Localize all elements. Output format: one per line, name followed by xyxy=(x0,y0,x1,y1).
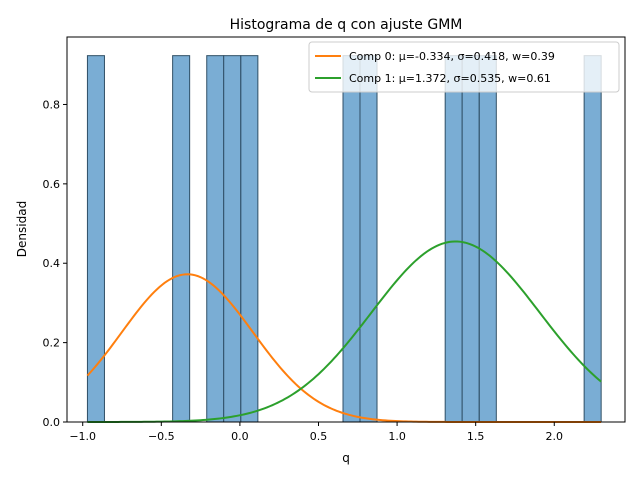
y-tick-label: 0.8 xyxy=(43,98,61,111)
axes-frame xyxy=(66,36,626,423)
y-tick-label: 0.4 xyxy=(43,257,61,270)
histogram-bar xyxy=(478,55,497,423)
x-tick-label: 1.0 xyxy=(388,430,406,443)
plot-area xyxy=(86,55,602,423)
gmm-component-1-line xyxy=(87,240,602,423)
histogram-bar xyxy=(172,55,191,423)
legend-box xyxy=(308,41,620,93)
histogram-bar xyxy=(223,55,242,423)
x-tick-label: 0.5 xyxy=(310,430,328,443)
chart-title: Histograma de q con ajuste GMM xyxy=(230,17,463,33)
x-tick-label: −0.5 xyxy=(148,430,175,443)
x-tick-label: 2.0 xyxy=(546,430,564,443)
legend-label: Comp 0: μ=-0.334, σ=0.418, w=0.39 xyxy=(349,50,555,63)
x-tick-label: −1.0 xyxy=(69,430,96,443)
histogram-bar xyxy=(342,55,361,423)
histogram-bar xyxy=(444,55,463,423)
y-axis: 0.0 0.2 0.4 0.6 0.8 xyxy=(43,98,67,429)
histogram-bar xyxy=(206,55,225,423)
histogram-bar xyxy=(240,55,259,423)
x-axis-label: q xyxy=(342,451,350,465)
x-tick-label: 0.0 xyxy=(231,430,249,443)
x-axis: −1.0 −0.5 0.0 0.5 1.0 1.5 2.0 xyxy=(69,422,563,443)
legend: Comp 0: μ=-0.334, σ=0.418, w=0.39 Comp 1:… xyxy=(308,41,620,93)
y-tick-label: 0.6 xyxy=(43,178,61,191)
histogram-bar xyxy=(359,55,378,423)
y-tick-label: 0.0 xyxy=(43,416,61,429)
x-tick-label: 1.5 xyxy=(467,430,485,443)
y-tick-label: 0.2 xyxy=(43,337,61,350)
histogram-bar xyxy=(461,55,480,423)
y-axis-label: Densidad xyxy=(15,201,29,257)
histogram-bar xyxy=(583,55,602,423)
legend-label: Comp 1: μ=1.372, σ=0.535, w=0.61 xyxy=(349,72,551,85)
